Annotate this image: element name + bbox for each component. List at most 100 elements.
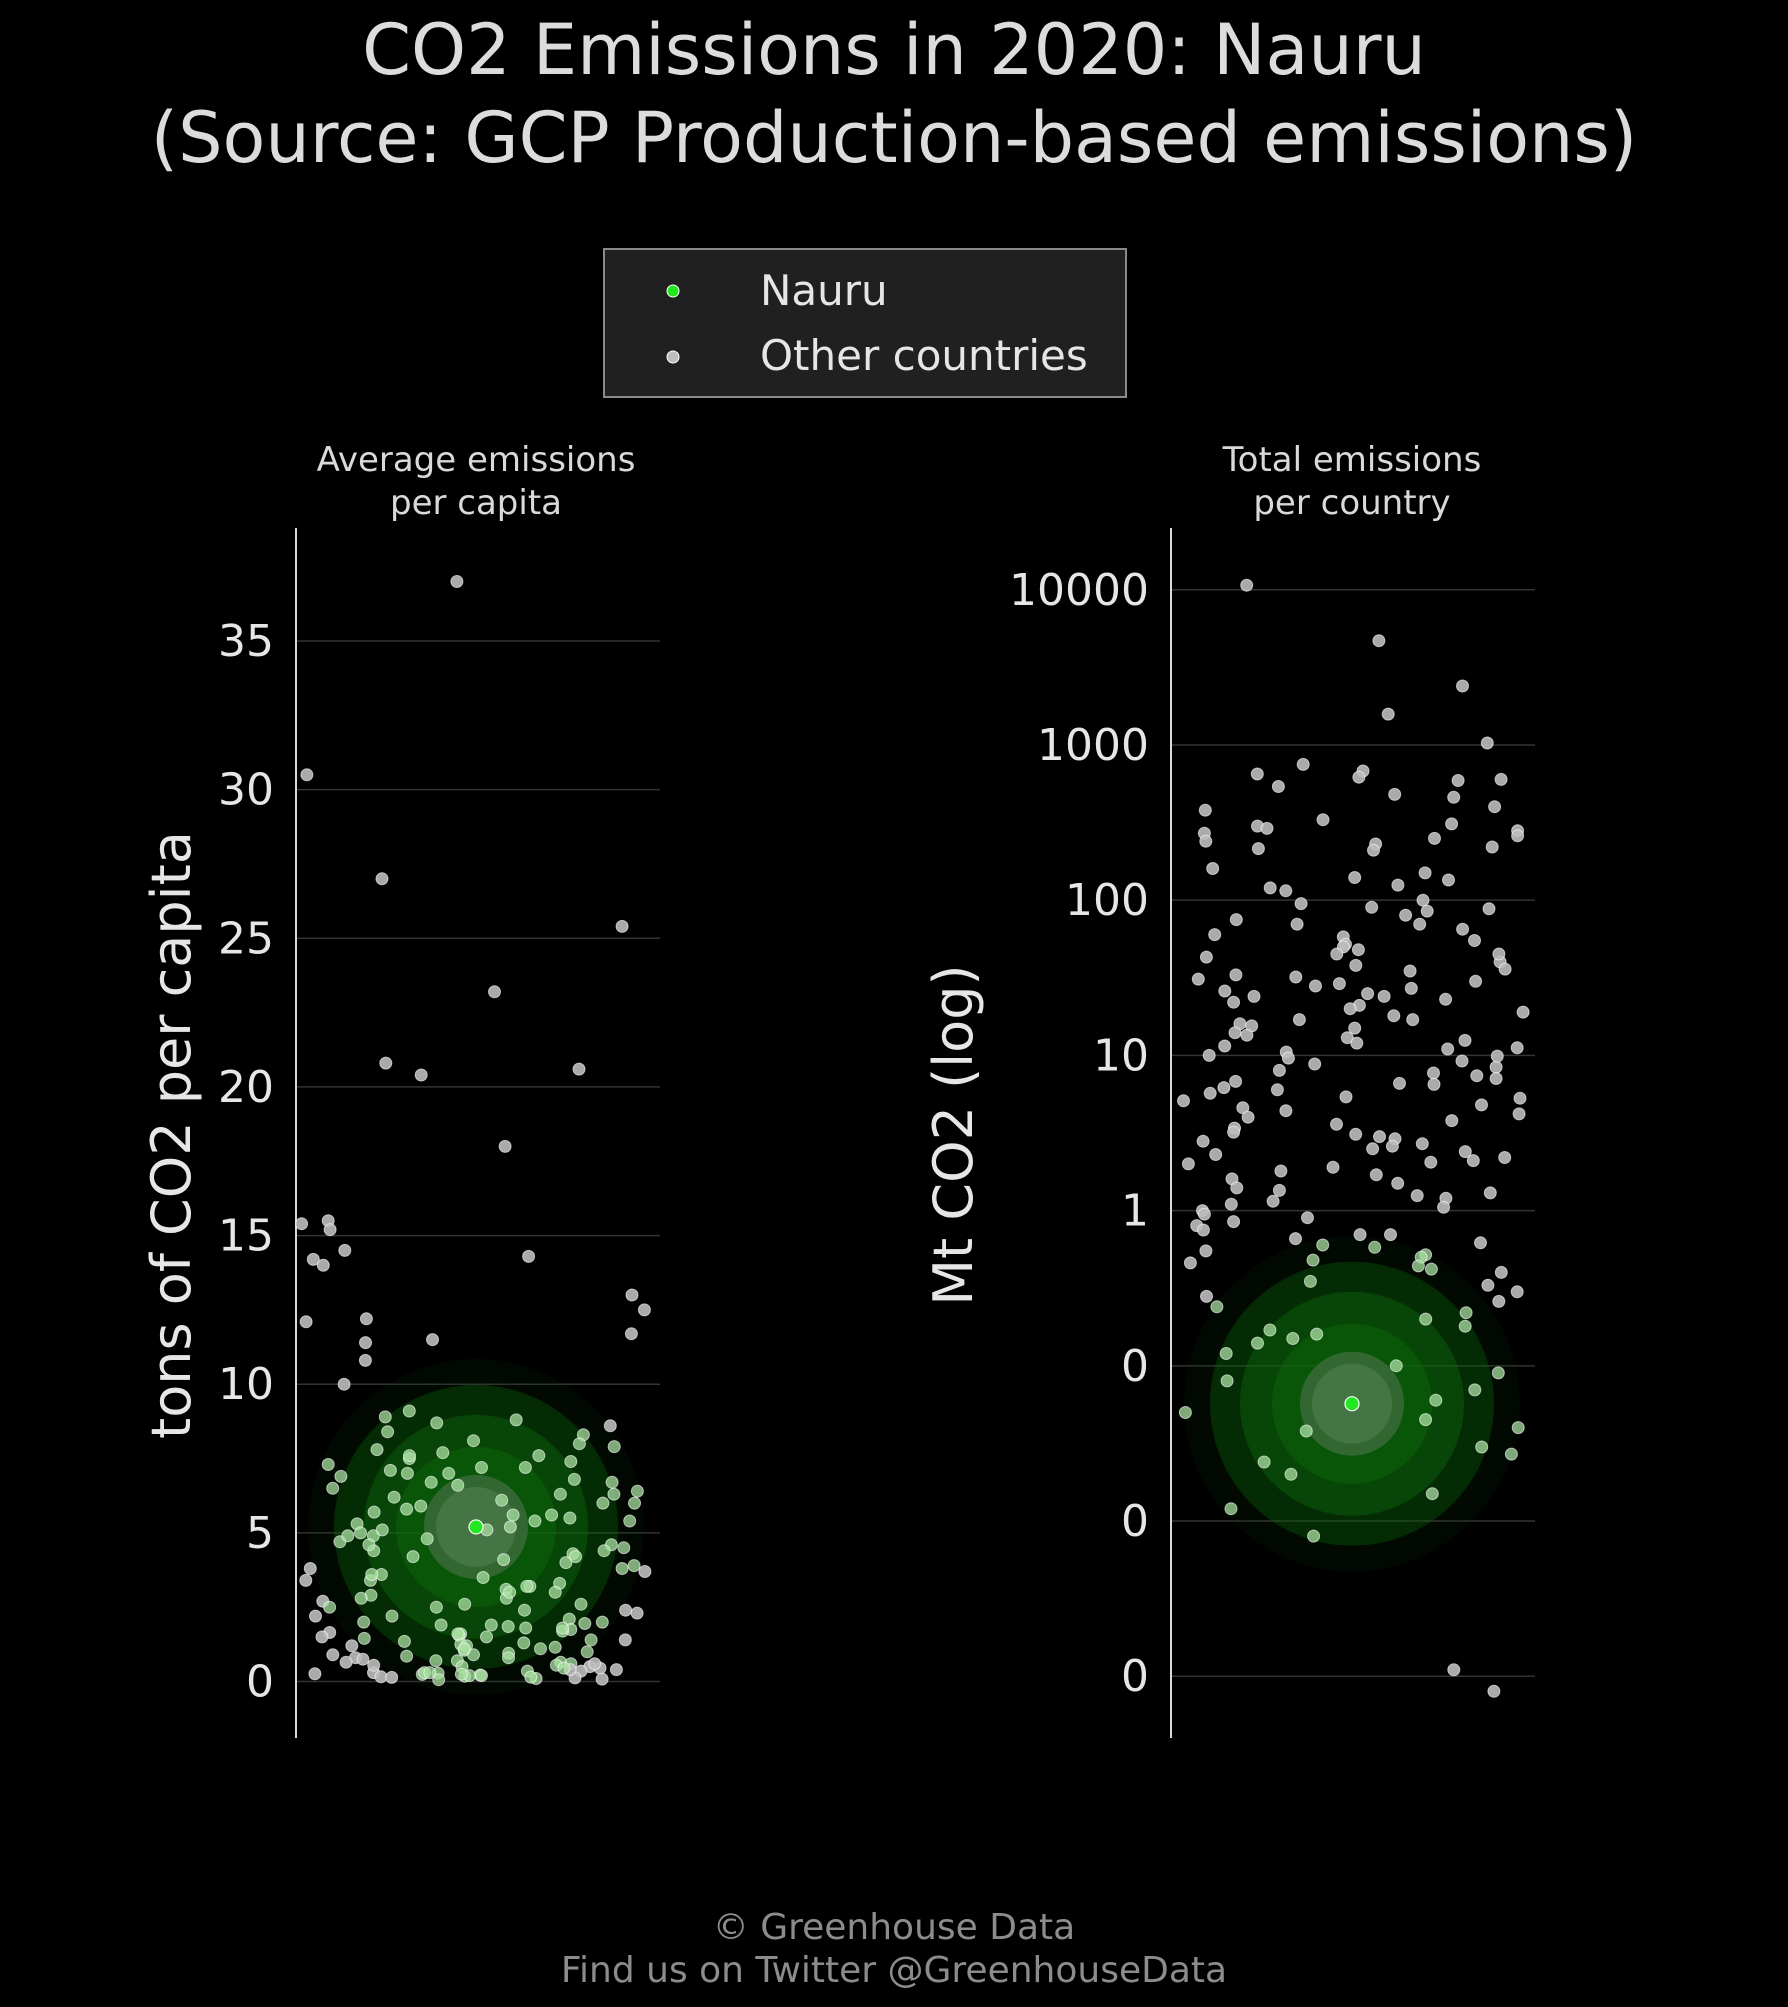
data-point-other <box>1348 871 1362 884</box>
data-point-other <box>323 1600 337 1614</box>
data-point-other <box>1372 634 1386 648</box>
y-axis-label: Mt CO2 (log) <box>922 964 985 1305</box>
data-point-other <box>1388 787 1402 801</box>
data-point-other <box>1420 904 1434 918</box>
data-point-other <box>1316 813 1330 827</box>
data-point-other <box>1490 1049 1504 1063</box>
data-point-other <box>1260 821 1274 835</box>
data-point-other <box>1290 917 1304 931</box>
data-point-other <box>522 1249 536 1263</box>
data-point-other <box>1210 1300 1224 1314</box>
data-point-other <box>1468 934 1481 947</box>
y-tick-label: 1 <box>1121 1186 1149 1237</box>
data-point-other <box>1330 947 1344 961</box>
data-point-other <box>1229 968 1243 982</box>
data-point-other <box>365 1568 379 1581</box>
data-point-other <box>1510 1285 1524 1299</box>
data-point-other <box>1504 1447 1518 1461</box>
data-point-other <box>451 1627 465 1641</box>
data-point-other <box>517 1636 531 1650</box>
data-point-other <box>426 1333 439 1347</box>
data-point-other <box>1224 1197 1238 1211</box>
data-point-other <box>1425 1487 1439 1501</box>
data-point-other <box>1415 1137 1429 1151</box>
data-point-other <box>556 1621 569 1635</box>
panel-title-line: per capita <box>390 483 562 523</box>
data-point-other <box>503 1585 517 1599</box>
data-point-other <box>1218 984 1232 998</box>
data-point-other <box>1455 1054 1469 1068</box>
data-point-other <box>1456 922 1470 936</box>
data-point-other <box>467 1434 480 1448</box>
y-tick-label: 100 <box>1065 875 1149 926</box>
data-point-other <box>414 1499 428 1513</box>
data-point-other <box>1475 1098 1488 1112</box>
data-point-other <box>545 1508 559 1522</box>
data-point-other <box>1369 1168 1383 1182</box>
data-point-other <box>1459 1306 1473 1320</box>
data-point-other <box>357 1615 371 1629</box>
data-point-other <box>609 1663 623 1677</box>
data-point-other <box>1250 767 1264 781</box>
data-point-other <box>615 919 629 933</box>
data-point-other <box>1227 1215 1241 1229</box>
data-point-other <box>1199 950 1213 964</box>
data-point-other <box>578 1617 592 1630</box>
data-point-other <box>574 1597 588 1611</box>
data-point-other <box>475 1461 488 1474</box>
data-point-other <box>1389 1359 1403 1373</box>
data-point-other <box>1274 1164 1288 1178</box>
data-point-other <box>1492 1294 1506 1308</box>
y-tick-label: 35 <box>218 616 274 667</box>
data-point-other <box>1296 757 1310 771</box>
legend-box <box>603 248 1127 398</box>
data-point-other <box>1404 981 1418 995</box>
data-point-other <box>501 1620 515 1633</box>
data-point-other <box>381 1425 395 1439</box>
data-point-other <box>400 1502 414 1516</box>
data-point-other <box>1470 1069 1484 1083</box>
data-point-other <box>497 1553 511 1567</box>
data-point-other <box>637 1303 651 1317</box>
data-point-other <box>1427 1066 1440 1080</box>
data-point-other <box>1424 1262 1438 1276</box>
data-point-other <box>303 1562 317 1575</box>
data-point-other <box>548 1640 562 1654</box>
data-point-other <box>1511 1421 1525 1435</box>
data-point-other <box>1224 1502 1238 1516</box>
data-point-other <box>375 1523 389 1537</box>
data-point-other <box>488 985 501 999</box>
data-point-other <box>572 1062 586 1076</box>
data-point-other <box>1474 1236 1487 1250</box>
data-point-other <box>475 1669 488 1683</box>
y-tick-label: 1000 <box>1037 720 1149 771</box>
data-point-other <box>339 1655 353 1669</box>
data-point-other <box>454 1667 468 1681</box>
data-point-other <box>1445 817 1459 831</box>
data-point-other <box>362 1538 376 1552</box>
data-point-other <box>1270 1083 1284 1097</box>
y-tick-label: 0 <box>1121 1341 1149 1392</box>
y-tick-label: 25 <box>218 913 274 964</box>
data-point-other <box>1458 1319 1472 1333</box>
data-point-other <box>595 1672 609 1686</box>
data-point-other <box>1349 958 1363 972</box>
data-point-other <box>1373 1130 1386 1144</box>
data-point-other <box>1330 1117 1343 1131</box>
data-point-other <box>429 1600 443 1614</box>
data-point-other <box>607 1440 621 1454</box>
data-point-other <box>1292 1013 1306 1027</box>
data-point-other <box>1418 866 1432 880</box>
data-point-other <box>458 1597 472 1611</box>
data-point-other <box>1511 829 1525 843</box>
data-point-other <box>603 1419 617 1433</box>
data-point-other <box>308 1667 322 1681</box>
data-point-other <box>1498 962 1512 976</box>
data-point-other <box>1206 862 1220 875</box>
data-point-other <box>1488 800 1502 814</box>
data-point-other <box>359 1336 372 1350</box>
data-point-other <box>300 768 314 782</box>
data-point-other <box>564 1455 578 1468</box>
data-point-other <box>1289 970 1303 984</box>
data-point-other <box>1416 893 1430 907</box>
